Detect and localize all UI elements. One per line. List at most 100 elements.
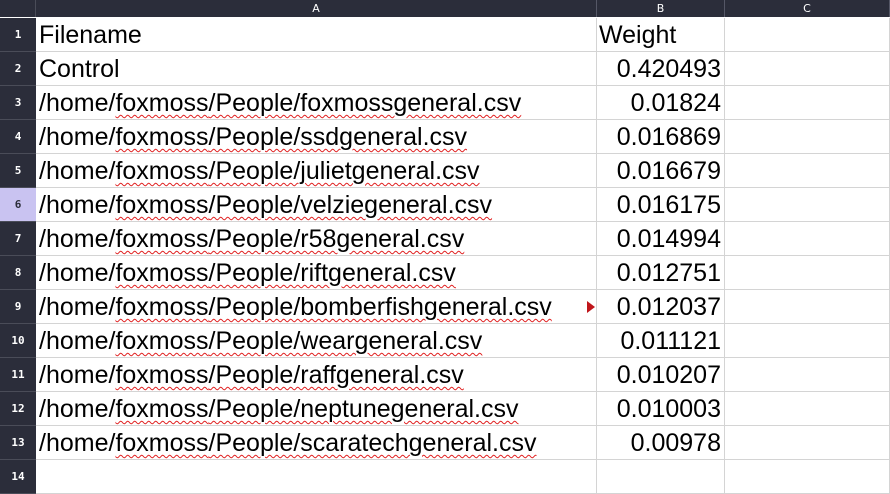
table-row: 2 Control 0.420493	[0, 52, 890, 86]
cell-a8[interactable]: /home/foxmoss/People/riftgeneral.csv	[36, 256, 597, 290]
cell-b3[interactable]: 0.01824	[597, 86, 725, 120]
misspelled-word: foxmoss	[115, 123, 209, 151]
cell-a13[interactable]: /home/foxmoss/People/scaratechgeneral.cs…	[36, 426, 597, 460]
cell-text-suffix: /People/julietgeneral.csv	[208, 157, 480, 185]
cell-text: /home/	[39, 361, 116, 389]
cell-c3[interactable]	[725, 86, 890, 120]
table-row: 9/home/foxmoss/People/bomberfishgeneral.…	[0, 290, 890, 324]
misspelled-word: foxmoss	[115, 225, 209, 253]
cell-b2[interactable]: 0.420493	[597, 52, 725, 86]
cell-a6[interactable]: /home/foxmoss/People/velziegeneral.csv	[36, 188, 597, 222]
cell-text: Control	[39, 55, 120, 83]
cell-c9[interactable]	[725, 290, 890, 324]
row-header-7[interactable]: 7	[0, 222, 36, 256]
cell-text-suffix: /People/velziegeneral.csv	[208, 191, 493, 219]
cell-text-suffix: /People/bomberfishgeneral.csv	[208, 293, 552, 321]
misspelled-word: foxmoss	[115, 395, 209, 423]
misspelled-word: foxmoss	[115, 259, 209, 287]
cell-b11[interactable]: 0.010207	[597, 358, 725, 392]
column-header-c[interactable]: C	[725, 0, 890, 17]
row-header-2[interactable]: 2	[0, 52, 36, 86]
cell-b7[interactable]: 0.014994	[597, 222, 725, 256]
column-header-a[interactable]: A	[36, 0, 597, 17]
row-header-14[interactable]: 14	[0, 460, 36, 494]
row-header-6[interactable]: 6	[0, 188, 36, 222]
cell-c12[interactable]	[725, 392, 890, 426]
table-row: 13/home/foxmoss/People/scaratechgeneral.…	[0, 426, 890, 460]
row-header-9[interactable]: 9	[0, 290, 36, 324]
cell-b14[interactable]	[597, 460, 725, 494]
cell-text: /home/	[39, 225, 116, 253]
cell-b4[interactable]: 0.016869	[597, 120, 725, 154]
column-header-b[interactable]: B	[597, 0, 725, 17]
cell-c1[interactable]	[725, 18, 890, 52]
cell-b6[interactable]: 0.016175	[597, 188, 725, 222]
cell-b8[interactable]: 0.012751	[597, 256, 725, 290]
table-row: 12/home/foxmoss/People/neptunegeneral.cs…	[0, 392, 890, 426]
cell-text: /home/	[39, 191, 116, 219]
row-header-10[interactable]: 10	[0, 324, 36, 358]
cell-c7[interactable]	[725, 222, 890, 256]
cell-text: Filename	[39, 21, 142, 49]
cell-c5[interactable]	[725, 154, 890, 188]
misspelled-word: foxmoss	[115, 157, 209, 185]
misspelled-word: foxmoss	[115, 429, 209, 457]
cell-c13[interactable]	[725, 426, 890, 460]
row-header-1[interactable]: 1	[0, 18, 36, 52]
cell-c8[interactable]	[725, 256, 890, 290]
cell-text-suffix: /People/weargeneral.csv	[208, 327, 483, 355]
misspelled-word: foxmoss	[115, 293, 209, 321]
cell-text: /home/	[39, 429, 116, 457]
cell-b5[interactable]: 0.016679	[597, 154, 725, 188]
cell-c10[interactable]	[725, 324, 890, 358]
cell-a14[interactable]	[36, 460, 597, 494]
select-all-corner[interactable]	[0, 0, 36, 17]
cell-text: /home/	[39, 327, 116, 355]
cell-text: /home/	[39, 157, 116, 185]
row-header-5[interactable]: 5	[0, 154, 36, 188]
misspelled-word: foxmoss	[115, 361, 209, 389]
cell-a3[interactable]: /home/foxmoss/People/foxmossgeneral.csv	[36, 86, 597, 120]
cell-a12[interactable]: /home/foxmoss/People/neptunegeneral.csv	[36, 392, 597, 426]
table-row: 7/home/foxmoss/People/r58general.csv 0.01…	[0, 222, 890, 256]
cell-c14[interactable]	[725, 460, 890, 494]
text-overflow-arrow-icon	[587, 301, 595, 313]
cell-a10[interactable]: /home/foxmoss/People/weargeneral.csv	[36, 324, 597, 358]
column-header-bar: A B C	[0, 0, 890, 17]
cell-text-suffix: /People/r58general.csv	[208, 225, 465, 253]
row-header-13[interactable]: 13	[0, 426, 36, 460]
cell-text-suffix: /People/ssdgeneral.csv	[208, 123, 468, 151]
cell-a5[interactable]: /home/foxmoss/People/julietgeneral.csv	[36, 154, 597, 188]
cell-text-suffix: /People/foxmossgeneral.csv	[208, 89, 522, 117]
row-header-8[interactable]: 8	[0, 256, 36, 290]
row-header-3[interactable]: 3	[0, 86, 36, 120]
cell-b1[interactable]: Weight	[597, 18, 725, 52]
cell-a1[interactable]: Filename	[36, 18, 597, 52]
cell-a11[interactable]: /home/foxmoss/People/raffgeneral.csv	[36, 358, 597, 392]
cell-a4[interactable]: /home/foxmoss/People/ssdgeneral.csv	[36, 120, 597, 154]
cell-a9[interactable]: /home/foxmoss/People/bomberfishgeneral.c…	[36, 290, 597, 324]
cell-c4[interactable]	[725, 120, 890, 154]
cell-b13[interactable]: 0.00978	[597, 426, 725, 460]
misspelled-word: foxmoss	[115, 89, 209, 117]
cell-a7[interactable]: /home/foxmoss/People/r58general.csv	[36, 222, 597, 256]
cell-b12[interactable]: 0.010003	[597, 392, 725, 426]
cell-b9[interactable]: 0.012037	[597, 290, 725, 324]
table-row: 11/home/foxmoss/People/raffgeneral.csv 0.…	[0, 358, 890, 392]
cell-a2[interactable]: Control	[36, 52, 597, 86]
row-header-11[interactable]: 11	[0, 358, 36, 392]
cell-c2[interactable]	[725, 52, 890, 86]
table-row: 6/home/foxmoss/People/velziegeneral.csv 0…	[0, 188, 890, 222]
row-header-12[interactable]: 12	[0, 392, 36, 426]
cell-c6[interactable]	[725, 188, 890, 222]
cell-c11[interactable]	[725, 358, 890, 392]
cell-text: /home/	[39, 395, 116, 423]
row-header-4[interactable]: 4	[0, 120, 36, 154]
cell-b10[interactable]: 0.011121	[597, 324, 725, 358]
cell-text: /home/	[39, 259, 116, 287]
table-row: 5/home/foxmoss/People/julietgeneral.csv 0…	[0, 154, 890, 188]
cell-text-suffix: /People/raffgeneral.csv	[208, 361, 464, 389]
table-row: 3/home/foxmoss/People/foxmossgeneral.csv…	[0, 86, 890, 120]
table-row: 8/home/foxmoss/People/riftgeneral.csv 0.0…	[0, 256, 890, 290]
cell-text: /home/	[39, 123, 116, 151]
